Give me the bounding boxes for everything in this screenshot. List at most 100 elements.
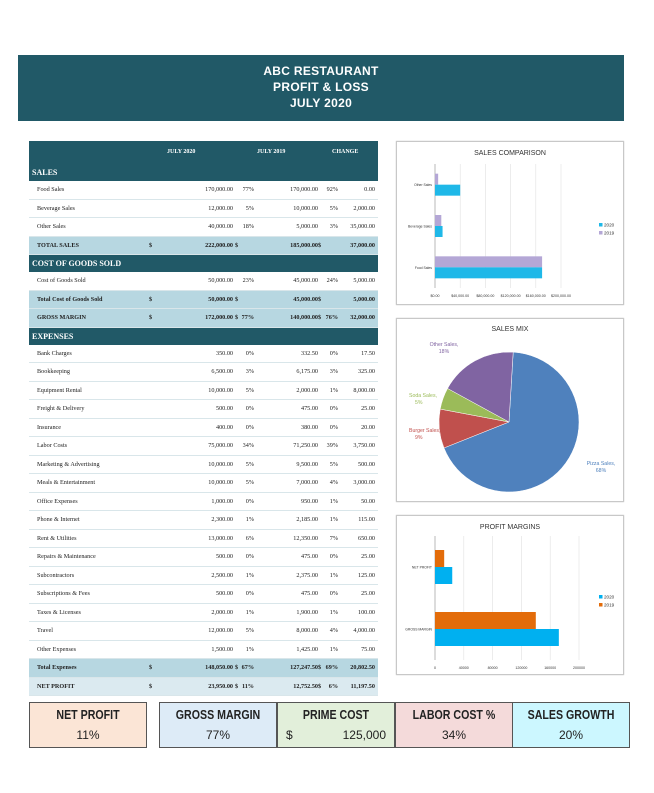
pct-2019: 4%	[329, 627, 338, 634]
x-tick-label: $40,000.00	[451, 294, 469, 298]
value-2020: 148,050.00	[205, 664, 233, 671]
pct-2019: 0%	[329, 423, 338, 431]
value-change: 20,802.50	[350, 664, 375, 671]
kpi-title: LABOR COST %	[412, 708, 496, 722]
y-category-label: Beverage Sales	[408, 225, 432, 229]
sales-row: Beverage Sales 12,000.00 5% 10,000.00 5% 2,00…	[29, 199, 378, 218]
value-2019: 9,500.00	[296, 460, 318, 468]
row-label: Total Cost of Goods Sold	[37, 295, 103, 303]
pct-2020: 11%	[241, 682, 254, 690]
x-tick-label: 0	[434, 666, 436, 670]
pct-2019: 1%	[329, 645, 338, 653]
pct-2020: 0%	[245, 405, 254, 412]
value-2019: 185,000.00	[290, 241, 318, 249]
pct-2020: 5%	[245, 204, 254, 212]
bar-2019	[435, 612, 536, 629]
value-change: 32,000.00	[350, 314, 375, 321]
pct-2020: 0%	[245, 349, 254, 357]
y-category-label: Other Sales	[414, 183, 432, 187]
pct-2019: 92%	[326, 186, 338, 193]
pct-2019: 0%	[329, 553, 338, 560]
value-change: 17.50	[361, 349, 375, 357]
row-label: Equipment Rental	[37, 386, 82, 394]
total-sales-row: TOTAL SALES $222,000.00 $185,000.00 $37,000…	[29, 236, 378, 255]
sales-row: Other Sales 40,000.00 18% 5,000.00 3% 35,000.…	[29, 218, 378, 237]
row-label: Office Expenses	[37, 497, 78, 505]
value-2020: 172,000.00	[205, 314, 233, 321]
sales-mix-chart: SALES MIX Pizza Sales, 68% Burger Sales, 9% S…	[396, 318, 624, 502]
pct-2020: 0%	[245, 553, 254, 560]
pct-2020: 23%	[242, 277, 254, 284]
currency-2019: $	[235, 664, 239, 671]
legend-label: 2020	[604, 223, 615, 228]
row-label: TOTAL SALES	[37, 241, 79, 249]
currency-2020: $	[149, 314, 153, 321]
pct-2020: 0%	[245, 497, 254, 505]
value-2020: 1,000.00	[211, 497, 233, 505]
legend-label: 2020	[604, 595, 615, 600]
pct-2020: 67%	[241, 664, 254, 671]
value-2019: 380.00	[300, 423, 318, 431]
pct-2019: 5%	[329, 204, 338, 212]
value-change: 500.00	[357, 460, 375, 468]
bar-2019	[435, 550, 445, 567]
currency-change: $	[318, 314, 322, 321]
kpi-value: 77%	[205, 728, 231, 742]
row-label: Other Sales	[37, 223, 66, 230]
kpi-title: GROSS MARGIN	[175, 708, 261, 722]
row-label: Food Sales	[37, 186, 65, 193]
pct-2020: 5%	[245, 460, 254, 468]
value-2020: 1,500.00	[211, 645, 233, 653]
x-tick-label: 40000	[459, 666, 469, 670]
row-label: Insurance	[37, 423, 62, 431]
row-label: Beverage Sales	[37, 204, 75, 212]
kpi-title: NET PROFIT	[56, 708, 120, 722]
value-change: 125.00	[357, 571, 375, 579]
expense-row: Phone & Internet 2,300.00 1% 2,185.00 1% 115.…	[29, 511, 378, 530]
value-2020: 6,500.00	[211, 368, 233, 375]
bar-2019	[435, 215, 442, 226]
value-change: 25.00	[361, 590, 375, 597]
value-2019: 45,000.00	[293, 277, 318, 284]
expense-row: Marketing & Advertising 10,000.00 5% 9,500.…	[29, 455, 378, 474]
value-change: 4,000.00	[353, 627, 375, 634]
pct-2020: 77%	[242, 186, 254, 193]
value-2019: 6,175.00	[296, 368, 318, 375]
chart-svg: SALES MIX Pizza Sales,68% Burger Sales,9% S…	[409, 326, 616, 493]
expense-row: Repairs & Maintenance 500.00 0% 475.00 0% 25.…	[29, 548, 378, 567]
kpi-value: 34%	[441, 728, 467, 742]
kpi-title: PRIME COST	[302, 708, 370, 722]
pct-2019: 24%	[326, 277, 338, 284]
expense-row: Insurance 400.00 0% 380.00 0% 20.00	[29, 418, 378, 437]
value-2019: 950.00	[300, 497, 318, 505]
kpi-value: 11%	[76, 728, 100, 742]
value-2020: 40,000.00	[208, 223, 233, 230]
expense-row: Bookkeeping 6,500.00 3% 6,175.00 3% 325.00	[29, 363, 378, 382]
currency-change: $	[318, 664, 322, 671]
row-label: Labor Costs	[37, 442, 68, 449]
value-change: 37,000.00	[350, 241, 375, 249]
x-tick-label: $200,000.00	[551, 294, 571, 298]
pie-label-value: 9%	[415, 435, 423, 441]
y-category-label: GROSS MARGIN	[405, 628, 432, 632]
x-tick-label: 200000	[573, 666, 585, 670]
row-label: Taxes & Licenses	[37, 608, 81, 616]
value-change: 3,750.00	[353, 442, 375, 449]
pie-slice	[447, 351, 514, 423]
value-2019: 45,000.00	[293, 295, 318, 303]
pct-2020: 1%	[245, 645, 254, 653]
row-label: Marketing & Advertising	[37, 460, 100, 468]
kpi-value: 20%	[558, 728, 584, 742]
value-2020: 23,950.00	[208, 682, 233, 690]
value-2020: 10,000.00	[208, 386, 233, 394]
pie-label: Pizza Sales,	[587, 461, 616, 467]
section-expenses: EXPENSES	[29, 327, 378, 345]
pct-2019: 69%	[325, 664, 338, 671]
value-change: 50.00	[361, 497, 375, 505]
pct-2020: 34%	[242, 442, 254, 449]
pct-2019: 1%	[329, 571, 338, 579]
x-tick-label: $0.00	[431, 294, 440, 298]
pie-slice	[443, 351, 580, 493]
currency-2020: $	[149, 664, 153, 671]
value-2019: 140,000.00	[290, 314, 318, 321]
